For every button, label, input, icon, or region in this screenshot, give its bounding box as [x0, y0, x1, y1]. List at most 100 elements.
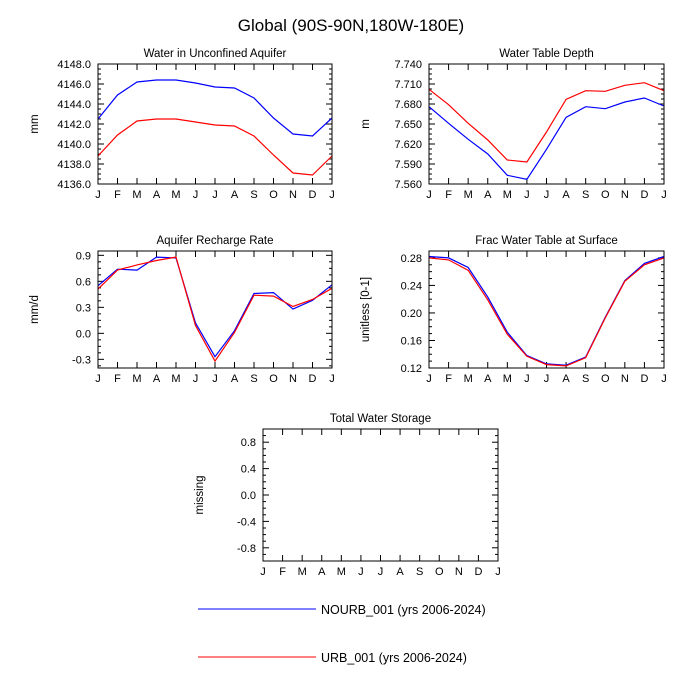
x-tick-label: F [114, 189, 121, 201]
x-tick-label: M [132, 373, 141, 385]
series-line-nourb_001 [97, 79, 333, 137]
chart-title: Total Water Storage [330, 413, 431, 425]
x-tick-label: M [464, 373, 473, 385]
x-tick-label: M [503, 189, 512, 201]
y-tick-label: 7.680 [394, 99, 422, 111]
y-tick-label: 0.9 [76, 250, 91, 262]
y-tick-label: 0.4 [241, 464, 256, 476]
legend-label-urb: URB_001 (yrs 2006-2024) [321, 651, 467, 665]
y-tick-label: 4148.0 [57, 59, 91, 71]
x-tick-label: O [435, 566, 444, 578]
y-axis-label: unitless [0-1] [360, 277, 372, 342]
y-tick-label: 0.28 [401, 253, 422, 265]
y-tick-label: 7.740 [394, 59, 422, 71]
x-tick-label: M [503, 373, 512, 385]
y-tick-label: 4146.0 [57, 79, 91, 91]
chart-title: Frac Water Table at Surface [475, 235, 618, 247]
x-tick-label: A [318, 566, 326, 578]
x-tick-label: D [640, 373, 648, 385]
series-line-urb_001 [428, 257, 665, 367]
x-tick-label: D [640, 189, 648, 201]
x-tick-label: J [193, 373, 199, 385]
y-tick-label: 7.590 [394, 159, 422, 171]
x-tick-label: N [621, 373, 629, 385]
series-line-urb_001 [97, 256, 333, 363]
x-tick-label: O [269, 189, 278, 201]
x-tick-label: M [171, 373, 180, 385]
x-tick-label: F [114, 373, 121, 385]
x-tick-label: S [416, 566, 423, 578]
x-tick-label: J [193, 189, 199, 201]
x-tick-label: M [298, 566, 307, 578]
y-tick-label: -0.8 [237, 543, 256, 555]
y-tick-label: 0.3 [76, 302, 91, 314]
y-tick-label: 7.710 [394, 79, 422, 91]
chart-panel-frac: Frac Water Table at Surface unitless [0-1… [360, 235, 667, 385]
x-tick-label: J [544, 373, 550, 385]
y-tick-label: 4136.0 [57, 179, 91, 191]
x-tick-label: J [544, 189, 550, 201]
y-tick-label: 7.560 [394, 179, 422, 191]
x-tick-label: M [337, 566, 346, 578]
plot-frame [262, 428, 499, 562]
series-line-nourb_001 [428, 255, 665, 366]
x-tick-label: D [474, 566, 482, 578]
x-tick-label: A [396, 566, 404, 578]
x-tick-label: S [250, 373, 257, 385]
x-tick-label: J [426, 373, 432, 385]
y-axis-label: mm [29, 114, 41, 133]
x-tick-label: M [132, 189, 141, 201]
y-tick-label: 7.620 [394, 139, 422, 151]
y-tick-label: 4142.0 [57, 119, 91, 131]
y-axis-label: missing [194, 476, 206, 515]
y-tick-label: 0.0 [76, 328, 91, 340]
x-tick-label: A [231, 373, 239, 385]
x-tick-label: A [484, 189, 492, 201]
x-tick-label: M [171, 189, 180, 201]
y-tick-label: -0.3 [72, 354, 91, 366]
x-tick-label: S [582, 373, 589, 385]
x-tick-label: O [601, 189, 610, 201]
x-tick-label: J [378, 566, 384, 578]
y-axis-label: m [360, 119, 372, 129]
x-tick-label: J [212, 189, 218, 201]
x-tick-label: N [455, 566, 463, 578]
x-tick-label: M [464, 189, 473, 201]
y-tick-label: 4138.0 [57, 159, 91, 171]
x-tick-label: J [524, 373, 530, 385]
x-tick-label: J [260, 566, 266, 578]
y-tick-label: 0.12 [401, 363, 422, 375]
legend-label-nourb: NOURB_001 (yrs 2006-2024) [321, 603, 486, 617]
x-tick-label: J [661, 189, 667, 201]
x-tick-label: O [269, 373, 278, 385]
legend: NOURB_001 (yrs 2006-2024) URB_001 (yrs 2… [198, 603, 486, 665]
x-tick-label: A [153, 189, 161, 201]
x-tick-label: J [329, 189, 335, 201]
chart-title: Aquifer Recharge Rate [157, 235, 274, 247]
x-tick-label: J [95, 189, 101, 201]
x-tick-label: F [279, 566, 286, 578]
figure-title: Global (90S-90N,180W-180E) [238, 16, 464, 35]
series-line-urb_001 [97, 118, 333, 176]
y-tick-label: 7.650 [394, 119, 422, 131]
plot-frame [428, 250, 665, 369]
x-tick-label: D [309, 373, 317, 385]
x-tick-label: J [329, 373, 335, 385]
x-tick-label: A [231, 189, 239, 201]
x-tick-label: J [212, 373, 218, 385]
x-tick-label: F [445, 189, 452, 201]
x-tick-label: O [601, 373, 610, 385]
x-tick-label: S [582, 189, 589, 201]
y-tick-label: 0.20 [401, 308, 422, 320]
series-line-urb_001 [428, 82, 665, 163]
x-tick-label: N [621, 189, 629, 201]
x-tick-label: N [289, 373, 297, 385]
x-tick-label: J [661, 373, 667, 385]
x-tick-label: A [153, 373, 161, 385]
y-axis-label: mm/d [29, 295, 41, 324]
x-tick-label: N [289, 189, 297, 201]
